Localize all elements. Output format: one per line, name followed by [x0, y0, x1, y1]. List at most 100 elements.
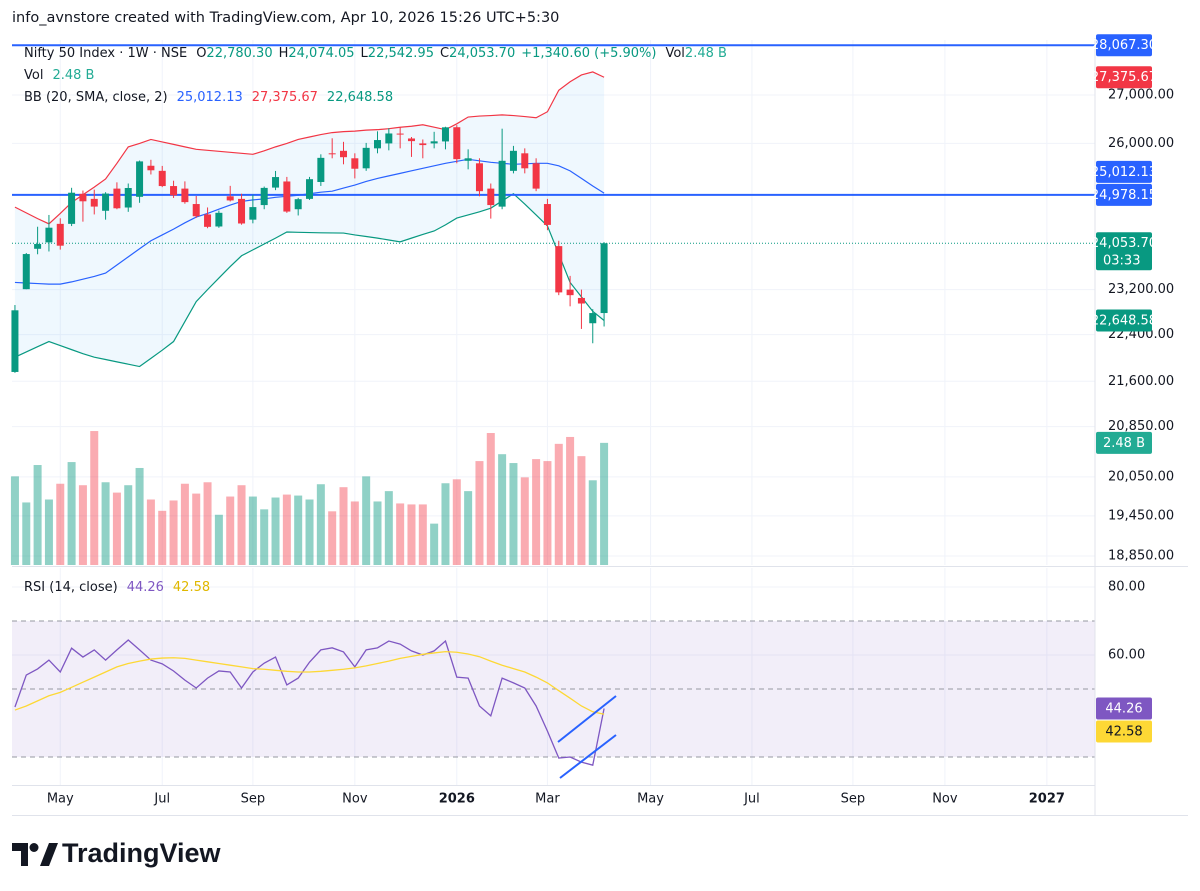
ohlc-key: L [361, 46, 369, 61]
volume-bar [135, 467, 144, 565]
trend-lines [557, 695, 617, 779]
y-tick-label: 27,000.00 [1108, 87, 1174, 102]
vol-value: 2.48 B [685, 46, 727, 61]
bb-line [14, 192, 605, 368]
price-badge-label: 24,053.70 [1091, 236, 1157, 251]
candle-body [215, 212, 223, 227]
rsi-name: RSI (14, close) [24, 580, 118, 595]
candle-body [68, 192, 76, 224]
ohlc-value: 22,780.30 [206, 46, 272, 61]
volume-bar [577, 456, 586, 565]
price-badge-label: 42.58 [1105, 725, 1142, 740]
vol-legend: Vol 2.48 B [24, 68, 94, 83]
volume-bar [339, 487, 348, 565]
volume-bar [350, 501, 359, 565]
volume-bar [237, 485, 246, 565]
candle-body [226, 196, 234, 201]
ohlc-key: O [196, 46, 206, 61]
bb-legend: BB (20, SMA, close, 2) 25,012.13 27,375.67… [24, 90, 393, 105]
candle-body [396, 133, 404, 135]
volume-bar [112, 492, 121, 565]
brand-logo: TradingView [12, 838, 222, 868]
watermark: info_avnstore created with TradingView.c… [12, 10, 559, 26]
volume-bar [316, 484, 325, 565]
volume-bar [203, 482, 212, 565]
x-tick-label: Mar [535, 792, 560, 807]
candle-body [577, 297, 585, 304]
price-badge-label: 2.48 B [1103, 436, 1145, 451]
marks [10, 44, 1095, 766]
candle-body [90, 198, 98, 207]
y-tick-label: 18,850.00 [1108, 549, 1174, 564]
candle-body [272, 177, 280, 188]
candle-body [34, 244, 42, 249]
x-tick-label: May [47, 792, 74, 807]
x-tick-label: Sep [841, 792, 866, 807]
logo-shape [12, 843, 28, 866]
candle-body [498, 160, 506, 207]
volume-bar [509, 463, 518, 565]
bb-value: 22,648.58 [327, 90, 393, 105]
candle-body [294, 199, 302, 210]
volume-bar [101, 482, 110, 565]
grid [12, 40, 1095, 785]
candle-body [487, 188, 495, 206]
volume-bar [452, 479, 461, 565]
x-tick-label: Nov [342, 792, 368, 807]
volume-bar [520, 477, 529, 565]
volume-bar [294, 495, 303, 565]
candle-body [555, 246, 563, 293]
bb-value: 25,012.13 [177, 90, 243, 105]
vol-value: 2.48 B [52, 68, 94, 83]
vol-key: Vol [665, 46, 684, 61]
x-tick-label: 2026 [439, 792, 475, 807]
y-tick-label: 60.00 [1108, 647, 1145, 662]
candle-body [351, 158, 359, 169]
vol-key: Vol [24, 68, 43, 83]
volume-bar [305, 499, 314, 565]
price-badge [1096, 160, 1152, 183]
volume-bar [600, 442, 609, 565]
volume-bar [67, 462, 76, 565]
volume-bar [430, 523, 439, 565]
volume-bar [124, 485, 133, 565]
y-tick-label: 20,050.00 [1108, 469, 1174, 484]
volume-bar [248, 496, 257, 565]
rsi-value: 42.58 [173, 580, 210, 595]
brand-name: TradingView [62, 838, 222, 868]
candle-body [124, 187, 132, 208]
ohlc-key: H [279, 46, 289, 61]
y-tick-label: 21,600.00 [1108, 374, 1174, 389]
candle-body [464, 158, 472, 161]
volume-bar [566, 436, 575, 565]
candle-body [56, 223, 64, 246]
candle-body [79, 193, 87, 202]
candle-body [192, 204, 200, 217]
volume-bar [418, 504, 427, 565]
candle-body [430, 141, 438, 144]
volume-bar [282, 494, 291, 565]
candle-body [11, 310, 19, 372]
volume-bar [554, 443, 563, 565]
bb-value: 27,375.67 [252, 90, 318, 105]
y-tick-label: 19,450.00 [1108, 508, 1174, 523]
y-tick-label: 80.00 [1108, 580, 1145, 595]
bb-line [14, 71, 605, 225]
price-badge [1096, 697, 1152, 720]
candle-body [147, 165, 155, 171]
volume-bar [543, 461, 552, 565]
candle-body [600, 243, 608, 314]
price-badge-label: 44.26 [1105, 702, 1142, 717]
candle-body [102, 193, 110, 211]
y-tick-label: 26,000.00 [1108, 136, 1174, 151]
price-badge [1096, 431, 1152, 454]
volume-bar [384, 491, 393, 565]
price-badge [1096, 720, 1152, 743]
x-tick-label: Jul [743, 792, 760, 807]
volume-bar [532, 459, 541, 565]
candle-body [260, 187, 268, 206]
volume-bar [498, 454, 507, 565]
candle-body [181, 188, 189, 203]
